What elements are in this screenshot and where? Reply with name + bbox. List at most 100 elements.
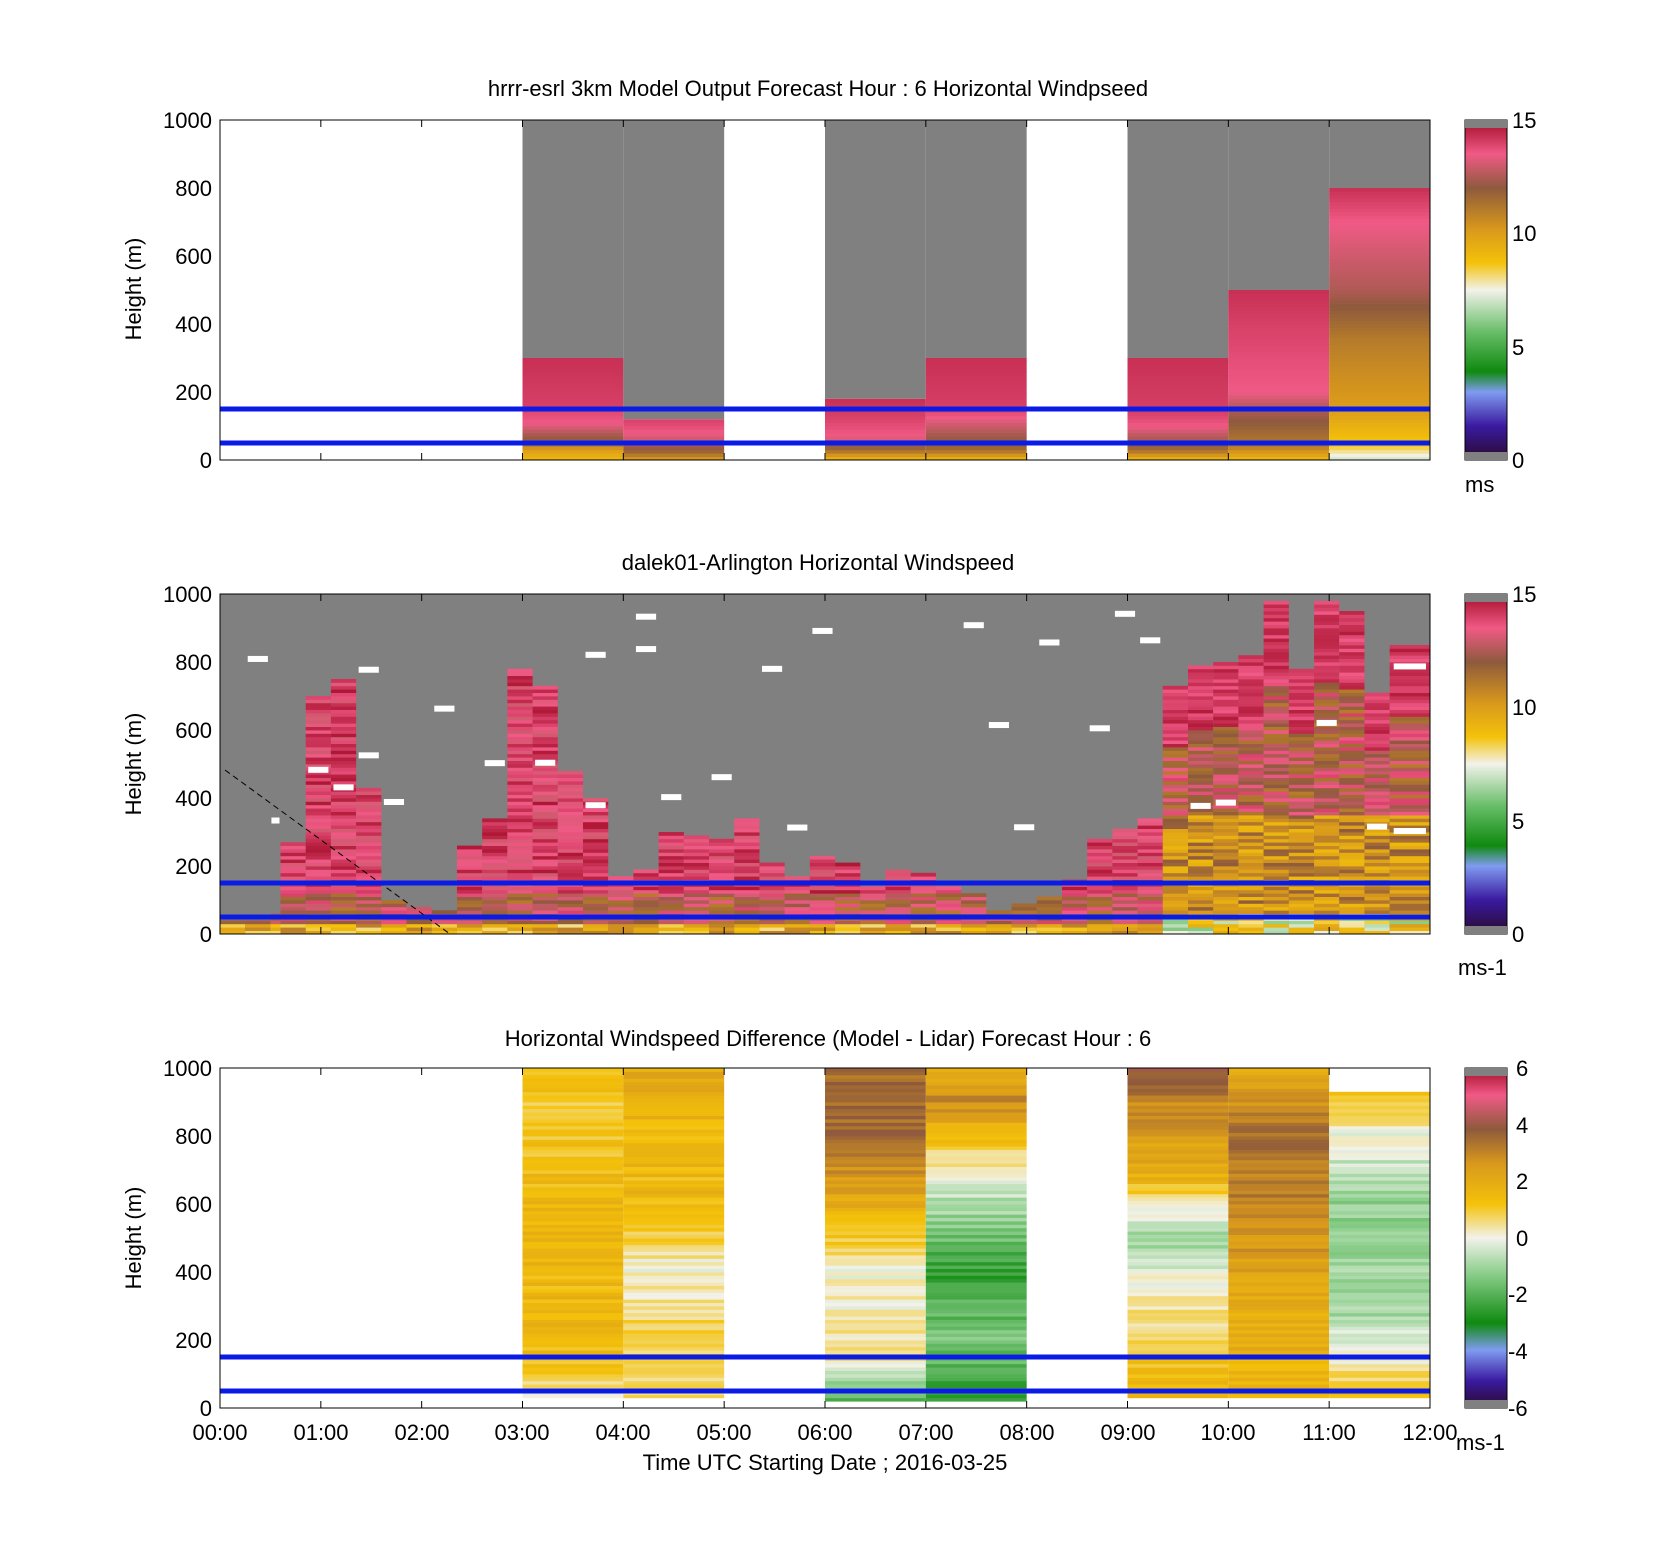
heatmap-cell xyxy=(1339,764,1365,768)
heatmap-cell xyxy=(1364,798,1390,802)
heatmap-cell xyxy=(1162,726,1188,731)
heatmap-cell xyxy=(1339,869,1365,874)
heatmap-cell xyxy=(825,1278,926,1283)
heatmap-cell xyxy=(1228,1091,1330,1096)
colorbar-tick-label: 0 xyxy=(1512,922,1524,947)
heatmap-cell xyxy=(1162,777,1188,782)
heatmap-cell xyxy=(1263,621,1289,625)
heatmap-cell xyxy=(623,1312,725,1317)
heatmap-cell xyxy=(1238,709,1264,714)
heatmap-cell xyxy=(532,859,558,863)
heatmap-cell xyxy=(809,855,836,860)
heatmap-cell xyxy=(305,811,331,816)
heatmap-cell xyxy=(759,862,785,867)
heatmap-cell xyxy=(1263,767,1289,772)
heatmap-cell xyxy=(825,1309,926,1314)
heatmap-cell xyxy=(1288,852,1315,857)
heatmap-cell xyxy=(1188,811,1214,816)
xtick-label: 03:00 xyxy=(494,1420,549,1445)
colorbar-unit: ms xyxy=(1465,472,1494,497)
heatmap-cell xyxy=(1288,774,1315,778)
heatmap-cell xyxy=(1213,675,1239,680)
heatmap-cell xyxy=(1162,702,1188,707)
heatmap-cell xyxy=(1127,1136,1229,1140)
heatmap-cell xyxy=(1228,1231,1330,1235)
heatmap-cell xyxy=(1162,791,1188,795)
ytick-label: 400 xyxy=(175,312,212,337)
heatmap-cell xyxy=(633,893,659,897)
heatmap-cell xyxy=(305,828,331,833)
heatmap-cell xyxy=(1364,716,1390,721)
heatmap-cell xyxy=(925,1095,1027,1099)
heatmap-cell xyxy=(809,923,836,928)
heatmap-cell xyxy=(1339,845,1365,850)
heatmap-cell xyxy=(1263,651,1289,656)
heatmap-cell xyxy=(1389,781,1430,785)
heatmap-cell xyxy=(1364,811,1390,816)
heatmap-cell xyxy=(1389,791,1430,795)
heatmap-cell xyxy=(1238,668,1264,673)
heatmap-cell xyxy=(557,896,583,901)
heatmap-cell xyxy=(1389,770,1430,775)
heatmap-cell xyxy=(522,1153,624,1157)
heatmap-cell xyxy=(1228,1312,1330,1317)
heatmap-cell xyxy=(885,889,911,894)
heatmap-cell xyxy=(1329,1112,1430,1116)
heatmap-cell xyxy=(1364,910,1390,914)
heatmap-cell xyxy=(925,1190,1027,1195)
heatmap-cell xyxy=(1389,838,1430,843)
heatmap-cell xyxy=(925,1295,1027,1300)
colorbar-tick-label: 4 xyxy=(1516,1113,1528,1138)
heatmap-cell xyxy=(1263,672,1289,676)
heatmap-cell xyxy=(557,821,583,826)
heatmap-cell xyxy=(330,859,357,863)
heatmap-cell xyxy=(456,910,483,914)
heatmap-cell xyxy=(1162,845,1188,850)
heatmap-cell xyxy=(825,1326,926,1331)
heatmap-cell xyxy=(825,1285,926,1290)
heatmap-cell xyxy=(1238,662,1264,666)
heatmap-cell xyxy=(356,794,382,799)
heatmap-cell xyxy=(1127,392,1229,396)
heatmap-cell xyxy=(305,760,331,765)
xtick-label: 02:00 xyxy=(394,1420,449,1445)
heatmap-cell xyxy=(1228,1081,1330,1086)
heatmap-cell xyxy=(1364,713,1390,717)
heatmap-cell xyxy=(623,1119,725,1123)
heatmap-cell xyxy=(860,920,886,925)
heatmap-cell xyxy=(1314,641,1340,646)
heatmap-cell xyxy=(305,821,331,826)
heatmap-cell xyxy=(532,685,558,690)
heatmap-cell xyxy=(1087,862,1113,867)
heatmap-cell xyxy=(522,388,624,393)
heatmap-cell xyxy=(1389,900,1430,904)
heatmap-cell xyxy=(709,896,735,901)
heatmap-cell xyxy=(1036,923,1062,928)
heatmap-cell xyxy=(482,859,508,863)
heatmap-cell xyxy=(1389,798,1430,802)
no-data-dash xyxy=(1366,823,1388,830)
heatmap-cell xyxy=(1228,449,1330,454)
heatmap-cell xyxy=(482,889,508,894)
heatmap-cell xyxy=(1288,760,1315,765)
no-data-dash xyxy=(635,613,657,620)
heatmap-cell xyxy=(330,743,357,748)
heatmap-cell xyxy=(356,787,382,792)
heatmap-cell xyxy=(1263,723,1289,727)
heatmap-cell xyxy=(1288,862,1315,867)
heatmap-cell xyxy=(825,1241,926,1246)
heatmap-cell xyxy=(1288,886,1315,891)
heatmap-cell xyxy=(1188,821,1214,826)
heatmap-cell xyxy=(522,1234,624,1239)
heatmap-cell xyxy=(532,699,558,704)
heatmap-cell xyxy=(330,872,357,877)
heatmap-cell xyxy=(1263,648,1289,653)
heatmap-cell xyxy=(1127,402,1229,406)
colorbar-tick-label: 2 xyxy=(1516,1169,1528,1194)
heatmap-cell xyxy=(1329,191,1430,196)
no-data-dash xyxy=(812,627,833,634)
heatmap-cell xyxy=(1238,927,1264,931)
heatmap-cell xyxy=(1238,713,1264,717)
heatmap-cell xyxy=(330,723,357,727)
heatmap-cell xyxy=(835,889,861,894)
